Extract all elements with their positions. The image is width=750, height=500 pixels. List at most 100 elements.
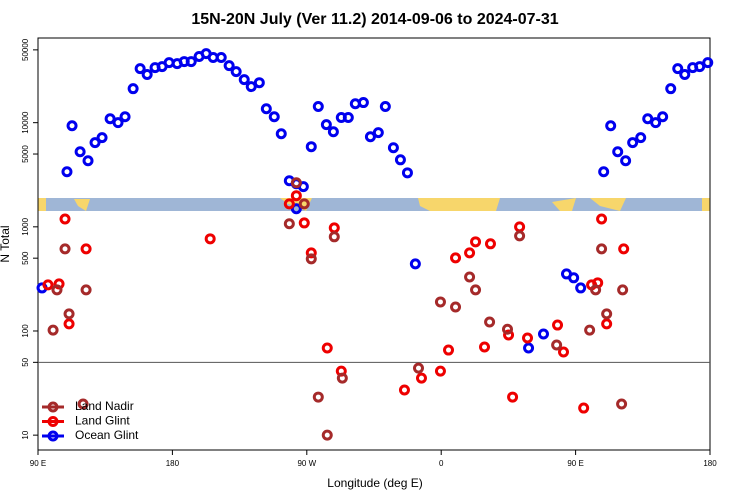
- point: [127, 83, 139, 95]
- legend-label: Ocean Glint: [75, 428, 139, 442]
- point: [379, 100, 391, 112]
- chart-title: 15N-20N July (Ver 11.2) 2014-09-06 to 20…: [191, 11, 558, 28]
- point: [312, 100, 324, 112]
- point: [596, 213, 608, 225]
- point: [89, 137, 101, 149]
- point: [679, 69, 691, 81]
- point: [590, 284, 602, 296]
- point: [558, 346, 570, 358]
- point: [601, 318, 613, 330]
- y-axis-label: N Total: [0, 225, 12, 262]
- y-tick-label: 100: [21, 324, 30, 338]
- legend-marker: [47, 416, 59, 427]
- point: [59, 243, 71, 255]
- point: [612, 146, 624, 158]
- point: [283, 198, 295, 210]
- point: [409, 258, 421, 270]
- point: [327, 126, 339, 138]
- point: [275, 128, 287, 140]
- point: [484, 316, 496, 328]
- point: [394, 154, 406, 166]
- point: [694, 61, 706, 73]
- point: [112, 117, 124, 129]
- point: [443, 344, 455, 356]
- map-strip: [38, 198, 710, 211]
- point: [479, 341, 491, 353]
- y-tick-label: 10000: [21, 111, 30, 134]
- point: [290, 190, 302, 202]
- x-axis-label: Longitude (deg E): [327, 476, 422, 490]
- point: [134, 63, 146, 75]
- point: [230, 66, 242, 78]
- point: [702, 57, 714, 69]
- point: [635, 132, 647, 144]
- point: [320, 119, 332, 131]
- point: [357, 97, 369, 109]
- point: [551, 339, 563, 351]
- point: [522, 332, 534, 344]
- point: [568, 272, 580, 284]
- point: [387, 142, 399, 154]
- point: [584, 324, 596, 336]
- point: [82, 155, 94, 167]
- point: [238, 74, 250, 86]
- point: [204, 233, 216, 245]
- point: [305, 247, 317, 259]
- point: [77, 398, 89, 410]
- legend-label: Land Glint: [75, 414, 130, 428]
- point: [290, 203, 302, 215]
- point: [283, 218, 295, 230]
- point: [578, 402, 590, 414]
- point: [59, 213, 71, 225]
- point: [575, 282, 587, 294]
- point: [66, 120, 78, 132]
- point: [617, 284, 629, 296]
- point: [657, 111, 669, 123]
- point: [63, 308, 75, 320]
- point: [413, 362, 425, 374]
- x-tick-label: 90 E: [567, 459, 583, 468]
- point: [415, 372, 427, 384]
- point: [470, 236, 482, 248]
- point: [434, 296, 446, 308]
- point: [104, 113, 116, 125]
- point: [80, 243, 92, 255]
- point: [141, 69, 153, 81]
- point: [601, 308, 613, 320]
- point: [523, 342, 535, 354]
- point: [605, 120, 617, 132]
- point: [470, 284, 482, 296]
- point: [616, 398, 628, 410]
- x-tick-label: 90 W: [297, 459, 316, 468]
- point: [74, 146, 86, 158]
- point: [598, 166, 610, 178]
- legend-label: Land Nadir: [75, 399, 134, 413]
- legend-marker: [47, 430, 59, 442]
- point: [484, 238, 496, 250]
- point: [328, 222, 340, 234]
- point: [464, 271, 476, 283]
- point: [627, 137, 639, 149]
- x-tick-label: 180: [166, 459, 180, 468]
- y-tick-label: 50000: [21, 38, 30, 61]
- point: [245, 81, 257, 93]
- point: [215, 52, 227, 64]
- point: [552, 319, 564, 331]
- y-tick-label: 5000: [21, 145, 30, 163]
- point: [514, 230, 526, 242]
- point: [42, 279, 54, 291]
- point: [398, 384, 410, 396]
- point: [342, 112, 354, 124]
- point: [298, 217, 310, 229]
- point: [63, 318, 75, 330]
- point: [620, 155, 632, 167]
- point: [672, 63, 684, 75]
- point: [650, 117, 662, 129]
- point: [47, 324, 59, 336]
- point: [665, 83, 677, 95]
- point: [502, 323, 514, 335]
- point: [260, 103, 272, 115]
- point: [503, 329, 515, 341]
- point: [298, 198, 310, 210]
- point: [464, 247, 476, 259]
